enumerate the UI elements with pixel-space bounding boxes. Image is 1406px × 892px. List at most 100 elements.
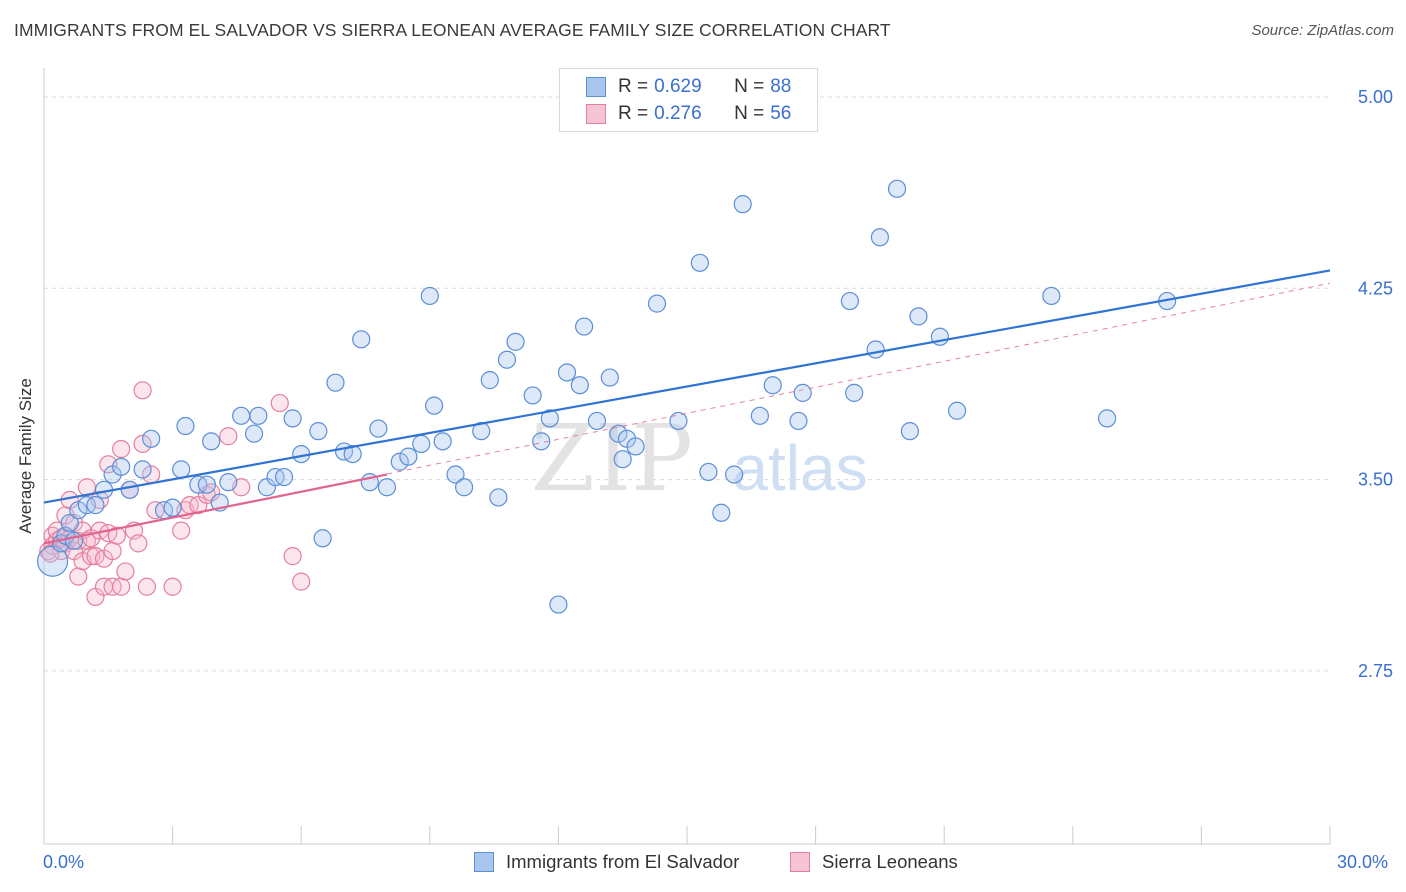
el-salvador-point <box>947 401 967 420</box>
bottom-legend-label: Immigrants from El Salvador <box>506 851 740 872</box>
el-salvador-point <box>845 383 864 402</box>
legend-n-value: 56 <box>770 103 792 124</box>
legend-n-label: N = <box>734 103 765 124</box>
el-salvador-point <box>866 340 885 359</box>
el-salvador-point <box>390 452 409 471</box>
sierra-leonean-point <box>133 381 152 400</box>
el-salvador-point <box>587 411 607 431</box>
el-salvador-point <box>506 332 525 351</box>
sierra-leonean-trend-line <box>43 473 388 545</box>
el-salvador-point <box>309 422 328 441</box>
el-salvador-point <box>725 465 744 484</box>
sierra-leonean-point <box>112 577 131 596</box>
x-tick-label-min: 0.0% <box>43 852 85 872</box>
el-salvador-points <box>36 179 1177 614</box>
el-salvador-point <box>420 286 439 306</box>
el-salvador-point <box>480 371 499 390</box>
el-salvador-point <box>424 396 444 415</box>
watermark: ZIP atlas <box>531 405 868 512</box>
sierra-leonean-point <box>270 393 289 413</box>
legend-n-label: N = <box>734 76 765 97</box>
source-credit: Source: ZipAtlas.com <box>1251 22 1394 39</box>
y-tick-labels: 2.75 3.50 4.25 5.00 <box>1358 87 1393 681</box>
el-salvador-point <box>112 457 131 476</box>
el-salvador-point <box>557 363 577 382</box>
sierra-leonean-trend-extension <box>43 282 1331 544</box>
el-salvador-point <box>352 330 371 349</box>
el-salvador-point <box>163 498 182 517</box>
el-salvador-point <box>172 460 191 479</box>
watermark-zip: ZIP <box>531 405 693 512</box>
axes <box>43 68 1331 845</box>
el-salvador-point <box>750 406 769 425</box>
el-salvador-point <box>219 473 238 492</box>
el-salvador-point <box>763 376 782 395</box>
el-salvador-point <box>789 411 808 431</box>
bottom-legend-sierra-leonean: Sierra Leoneans <box>790 851 958 873</box>
el-salvador-point <box>647 294 667 313</box>
sierra-leonean-point <box>116 562 135 581</box>
el-salvador-point <box>202 432 221 451</box>
el-salvador-point <box>699 462 718 482</box>
el-salvador-point <box>197 475 216 494</box>
bottom-legend-el-salvador: Immigrants from El Salvador <box>474 851 739 873</box>
el-salvador-point <box>313 529 332 548</box>
sierra-leonean-point <box>133 434 152 453</box>
el-salvador-point <box>540 409 559 428</box>
el-salvador-point <box>900 422 920 441</box>
el-salvador-point <box>712 503 731 522</box>
el-salvador-point <box>433 432 452 451</box>
y-tick-label: 4.25 <box>1358 278 1393 298</box>
el-salvador-point <box>244 424 264 443</box>
el-salvador-point <box>86 496 105 515</box>
x-tick-label-max: 30.0% <box>1337 852 1389 872</box>
el-salvador-point <box>523 386 542 405</box>
sierra-leonean-point <box>129 534 148 553</box>
legend-r-label: R = <box>618 103 649 124</box>
el-salvador-point <box>613 450 632 469</box>
el-salvador-point <box>570 376 589 395</box>
el-salvador-point <box>909 307 928 326</box>
blue-swatch <box>474 852 494 872</box>
legend-row-sierra-leonean: R = 0.276 N = 56 <box>586 102 791 126</box>
el-salvador-point <box>549 595 568 614</box>
el-salvador-point <box>232 406 251 425</box>
chart-title: IMMIGRANTS FROM EL SALVADOR VS SIERRA LE… <box>14 20 891 40</box>
y-tick-label: 5.00 <box>1358 87 1393 107</box>
pink-swatch <box>790 852 810 872</box>
sierra-leonean-point <box>163 577 182 596</box>
pink-swatch <box>586 104 606 124</box>
el-salvador-point <box>283 409 302 428</box>
el-salvador-point <box>369 419 388 438</box>
el-salvador-point <box>399 447 418 466</box>
el-salvador-point <box>64 531 84 550</box>
el-salvador-point <box>133 460 152 479</box>
sierra-leonean-point <box>292 572 311 591</box>
el-salvador-point <box>176 416 195 436</box>
bottom-legend-label: Sierra Leoneans <box>822 851 958 872</box>
legend: R = 0.629 N = 88 R = 0.276 N = 56 <box>559 68 818 132</box>
sierra-leonean-point <box>112 439 131 459</box>
sierra-leonean-point <box>137 577 156 596</box>
sierra-leonean-point <box>172 521 191 540</box>
el-salvador-point <box>870 228 890 247</box>
el-salvador-point <box>609 424 628 443</box>
trend-lines <box>43 269 1331 545</box>
el-salvador-point <box>454 478 474 497</box>
el-salvador-point <box>142 429 161 448</box>
el-salvador-point <box>626 437 645 456</box>
el-salvador-point <box>326 373 345 392</box>
el-salvador-point <box>497 350 517 369</box>
el-salvador-point <box>575 317 594 336</box>
el-salvador-point <box>489 488 508 507</box>
el-salvador-point <box>793 383 812 402</box>
legend-r-label: R = <box>618 76 649 97</box>
el-salvador-point <box>1097 409 1117 428</box>
legend-row-el-salvador: R = 0.629 N = 88 <box>586 75 791 99</box>
sierra-leonean-point <box>107 526 126 545</box>
el-salvador-point <box>343 444 362 464</box>
el-salvador-point <box>249 406 268 425</box>
legend-r-value: 0.276 <box>654 103 702 124</box>
y-tick-label: 3.50 <box>1358 470 1393 490</box>
el-salvador-point <box>120 480 139 499</box>
